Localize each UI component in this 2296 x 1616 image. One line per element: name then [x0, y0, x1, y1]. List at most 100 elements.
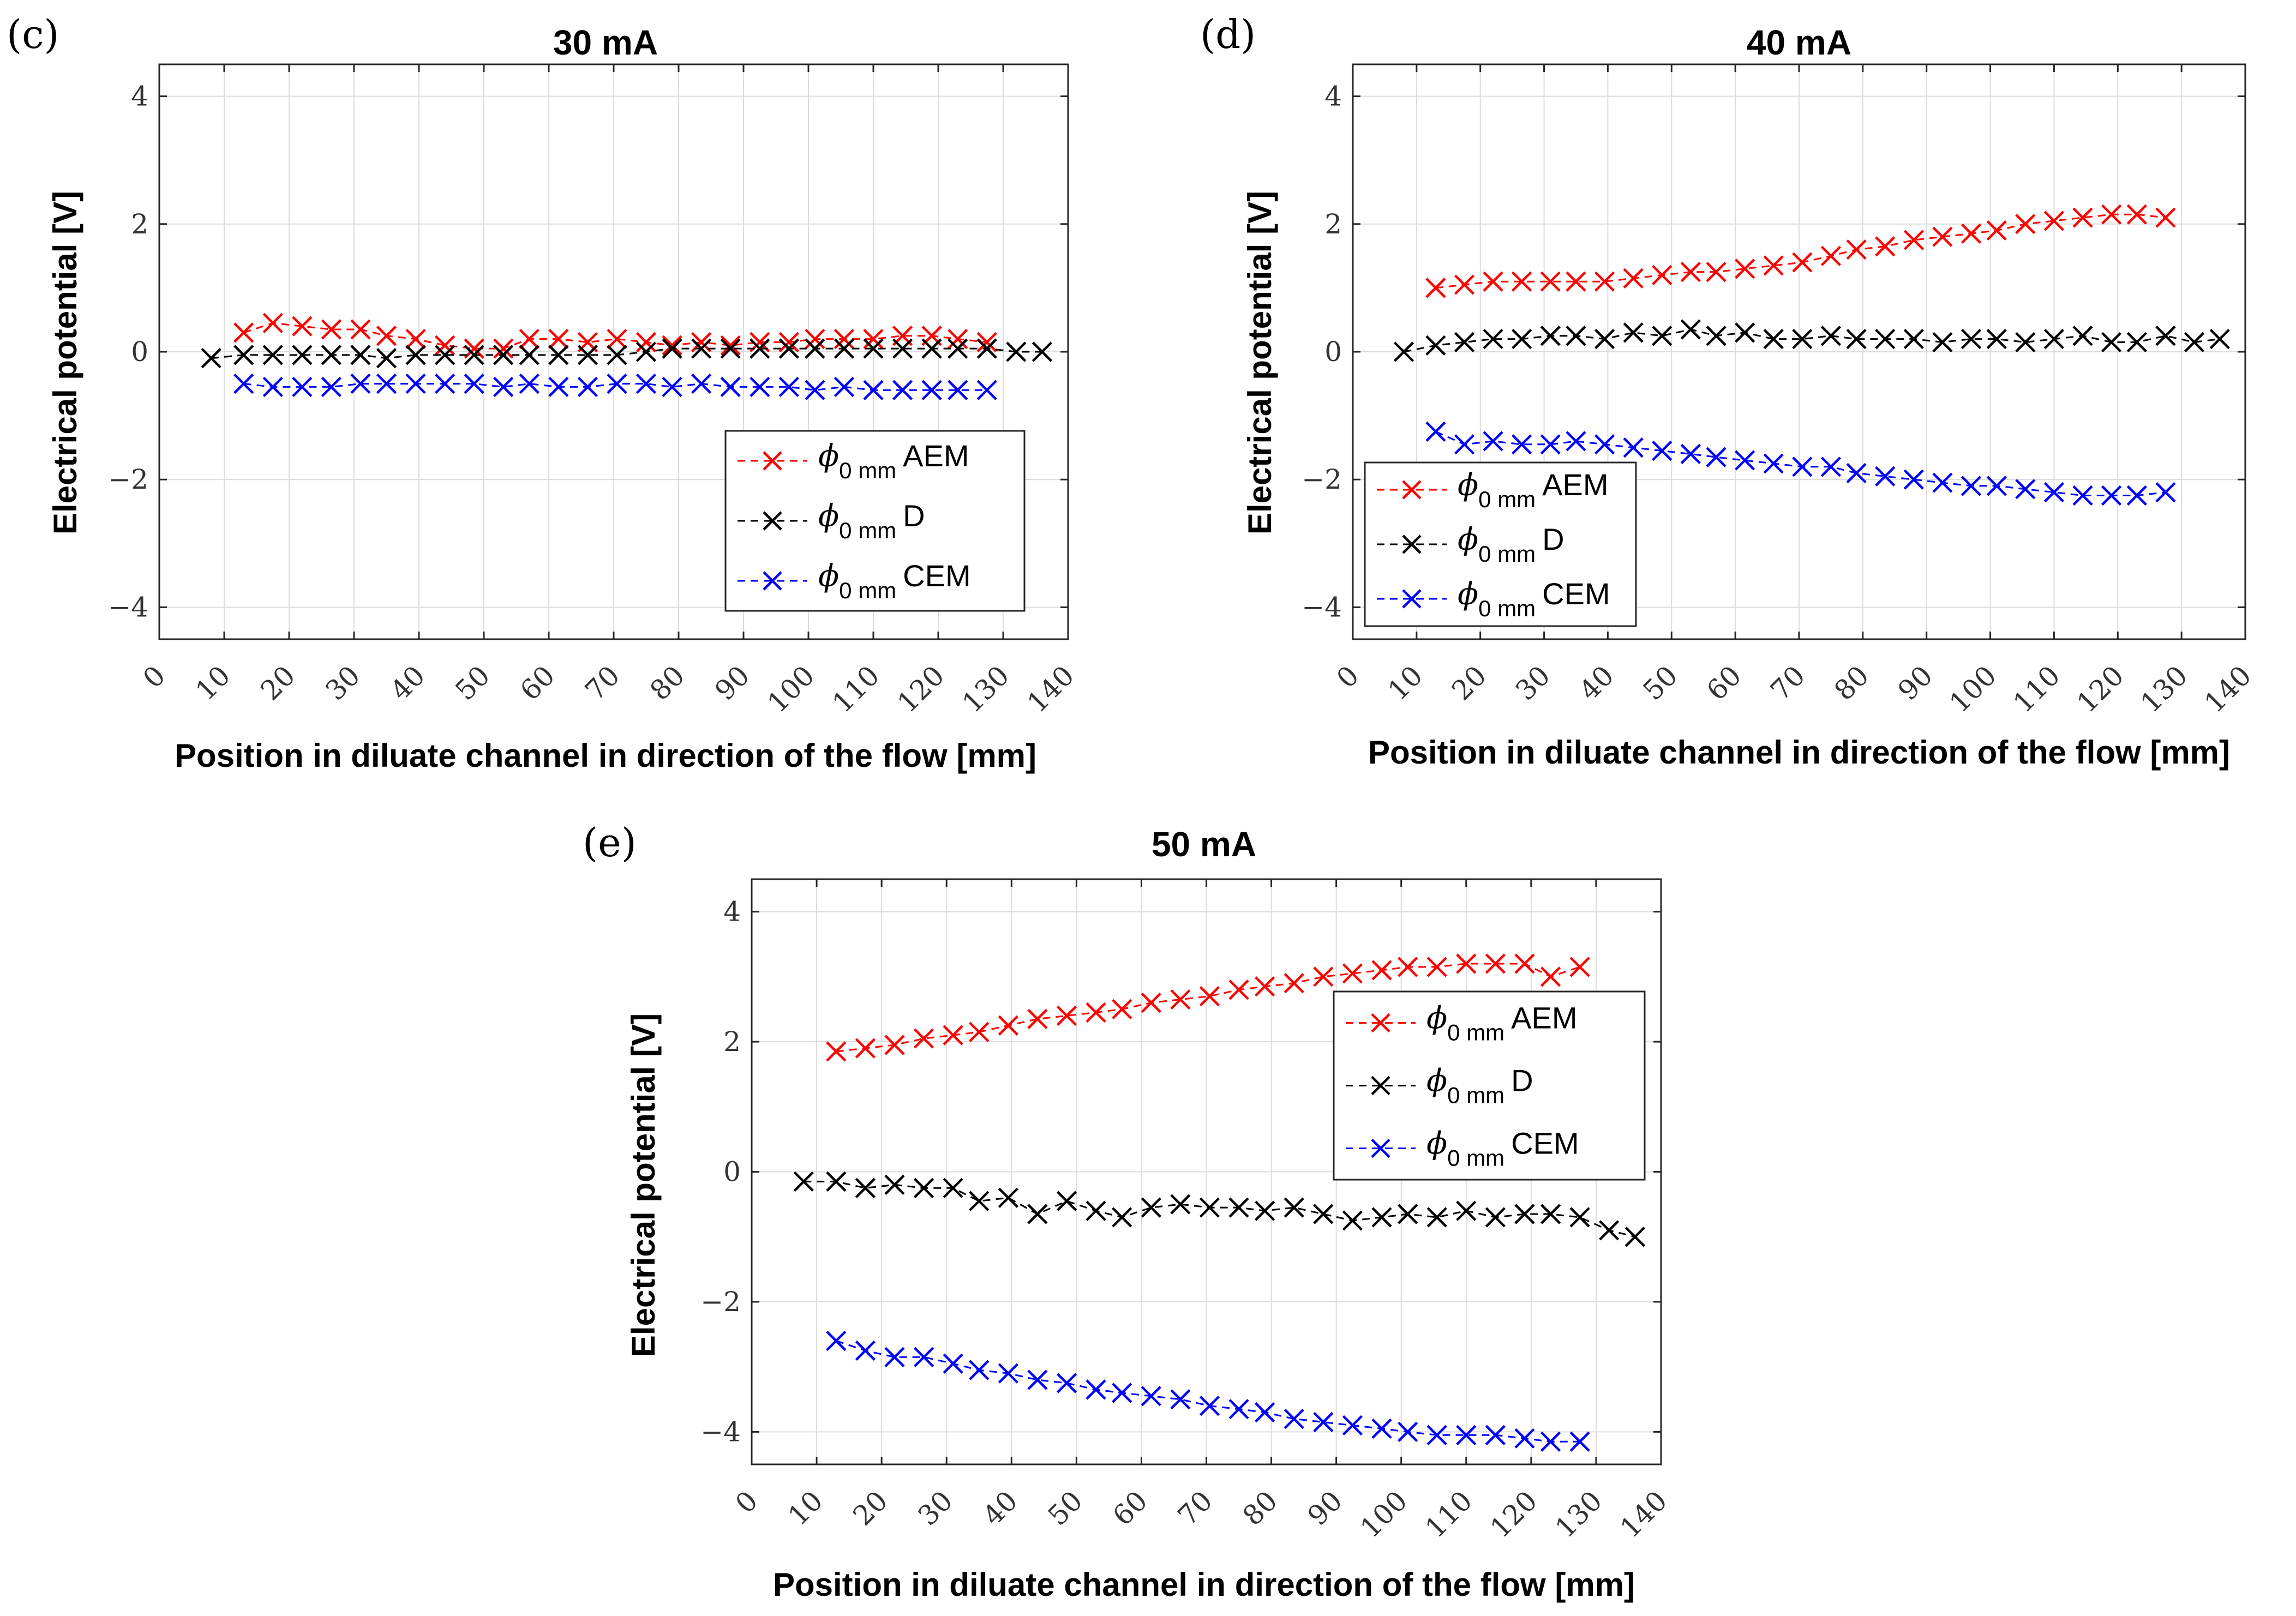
data-point-d — [943, 1178, 963, 1198]
panel-e-y-axis-label: Electrical potential [V] — [625, 1013, 662, 1357]
data-point-d — [913, 1178, 934, 1198]
data-point-d — [1903, 328, 1924, 350]
data-point-aem — [976, 332, 997, 353]
data-point-aem — [1932, 226, 1953, 247]
data-point-cem — [1540, 434, 1561, 455]
data-point-aem — [2126, 204, 2147, 225]
data-point-d — [662, 338, 682, 359]
data-point-aem — [863, 328, 884, 350]
y-tick-label: 2 — [1324, 208, 1342, 240]
x-tick-label: 80 — [644, 659, 691, 706]
data-point-cem — [1199, 1396, 1220, 1416]
data-point-aem — [2015, 214, 2036, 235]
data-point-cem — [778, 376, 799, 398]
data-point-aem — [1426, 957, 1447, 977]
data-point-aem — [1540, 271, 1561, 292]
data-point-d — [1483, 328, 1503, 350]
data-point-cem — [1371, 1418, 1392, 1439]
data-point-d — [1932, 332, 1953, 353]
data-point-cem — [1875, 466, 1896, 486]
data-point-cem — [376, 373, 397, 394]
data-point-aem — [1313, 966, 1334, 987]
x-tick-label: 90 — [1302, 1485, 1348, 1531]
data-point-cem — [863, 380, 884, 400]
x-tick-label: 90 — [1892, 659, 1939, 706]
panel-c: (c) 30 mA 0 10 20 30 40 50 60 70 80 90 100 110 120 13… — [7, 11, 1080, 774]
data-point-cem — [976, 380, 997, 400]
x-tick-label: 110 — [826, 659, 885, 718]
x-tick-label: 50 — [449, 659, 496, 706]
data-point-aem — [1792, 252, 1813, 273]
data-point-d — [1313, 1204, 1334, 1224]
data-point-cem — [2015, 479, 2036, 500]
data-point-aem — [1594, 271, 1615, 292]
data-point-cem — [1846, 462, 1867, 484]
x-tick-label: 60 — [1701, 659, 1748, 706]
data-point-aem — [405, 328, 426, 350]
data-point-aem — [1903, 230, 1924, 250]
x-tick-label: 0 — [1330, 659, 1365, 694]
x-tick-label: 10 — [782, 1485, 829, 1531]
data-point-d — [1393, 341, 1414, 362]
x-tick-label: 0 — [137, 659, 172, 694]
y-tick-label: 0 — [131, 336, 148, 368]
data-point-cem — [1540, 1431, 1561, 1452]
data-point-aem — [1846, 239, 1867, 260]
panel-c-letter: (c) — [7, 11, 59, 57]
data-point-cem — [1652, 440, 1672, 461]
data-point-cem — [577, 376, 598, 398]
data-point-cem — [1342, 1415, 1363, 1436]
x-tick-label: 60 — [514, 659, 561, 706]
data-point-d — [2101, 332, 2122, 353]
x-tick-label: 10 — [189, 659, 236, 706]
data-point-aem — [1456, 953, 1477, 974]
data-point-cem — [1512, 434, 1532, 455]
data-point-d — [2184, 332, 2205, 353]
data-point-aem — [1141, 992, 1161, 1013]
data-point-cem — [350, 373, 371, 394]
data-point-cem — [1680, 443, 1701, 464]
legend-marker-aem — [1371, 1013, 1390, 1033]
data-point-cem — [1566, 431, 1586, 452]
data-point-cem — [1456, 1425, 1477, 1445]
data-point-aem — [969, 1022, 990, 1042]
data-point-d — [1425, 335, 1446, 356]
data-point-aem — [1961, 223, 1982, 244]
data-point-aem — [435, 335, 455, 356]
data-point-aem — [1652, 265, 1672, 286]
legend-label-aem: ϕ0 mm AEM — [1458, 467, 1609, 512]
x-tick-label: 70 — [1764, 659, 1811, 706]
data-point-d — [1540, 1204, 1561, 1224]
data-point-cem — [943, 1353, 963, 1374]
data-point-d — [1846, 328, 1867, 350]
data-point-cem — [1594, 434, 1615, 455]
data-point-d — [921, 338, 942, 359]
series-line-d — [804, 1180, 1635, 1238]
data-point-d — [1255, 1200, 1275, 1221]
data-point-d — [1652, 326, 1672, 346]
data-point-cem — [662, 376, 682, 398]
data-point-d — [1456, 1200, 1477, 1221]
data-point-aem — [948, 328, 968, 350]
data-point-d — [750, 338, 770, 359]
data-point-d — [1141, 1197, 1161, 1218]
data-point-cem — [1485, 1425, 1506, 1445]
data-point-cem — [636, 373, 657, 394]
legend: ϕ0 mm AEM ϕ0 mm D ϕ0 mm CEM — [724, 430, 1026, 612]
data-point-aem — [2072, 207, 2093, 228]
data-point-cem — [1792, 456, 1813, 477]
data-point-aem — [1284, 973, 1304, 994]
data-point-aem — [233, 322, 254, 343]
data-point-d — [1086, 1200, 1106, 1221]
legend-marker-cem — [1371, 1138, 1390, 1158]
data-point-d — [1199, 1197, 1220, 1218]
data-point-d — [493, 345, 514, 365]
data-point-d — [1961, 328, 1982, 350]
data-point-aem — [1483, 271, 1503, 292]
data-point-cem — [292, 376, 313, 398]
y-tick-label: −2 — [700, 1286, 741, 1318]
data-point-aem — [720, 335, 741, 356]
data-point-aem — [1623, 268, 1644, 289]
data-point-cem — [720, 376, 741, 398]
y-tick-label: −4 — [700, 1416, 741, 1447]
